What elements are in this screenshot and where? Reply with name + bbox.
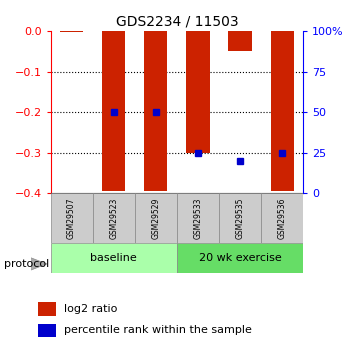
Bar	[229, 31, 252, 51]
Title: GDS2234 / 11503: GDS2234 / 11503	[116, 14, 238, 29]
Bar	[102, 31, 125, 191]
Text: GSM29529: GSM29529	[151, 198, 160, 239]
Bar	[219, 193, 261, 243]
Text: GSM29535: GSM29535	[236, 197, 244, 239]
Text: GSM29536: GSM29536	[278, 197, 287, 239]
Bar	[60, 31, 83, 32]
Text: protocol: protocol	[4, 259, 49, 269]
Text: GSM29523: GSM29523	[109, 198, 118, 239]
Bar	[51, 193, 93, 243]
Bar	[186, 31, 209, 152]
Text: GSM29533: GSM29533	[193, 197, 203, 239]
Text: GSM29507: GSM29507	[67, 197, 76, 239]
Bar	[261, 193, 303, 243]
Polygon shape	[31, 258, 47, 270]
Text: log2 ratio: log2 ratio	[64, 304, 117, 314]
Bar	[135, 193, 177, 243]
Bar	[144, 31, 168, 191]
Text: baseline: baseline	[90, 253, 137, 263]
Bar	[38, 302, 56, 316]
Bar	[38, 324, 56, 337]
Bar	[177, 193, 219, 243]
Bar	[93, 193, 135, 243]
Bar	[177, 243, 303, 273]
Text: percentile rank within the sample: percentile rank within the sample	[64, 325, 252, 335]
Text: 20 wk exercise: 20 wk exercise	[199, 253, 282, 263]
Bar	[271, 31, 294, 191]
Bar	[51, 243, 177, 273]
